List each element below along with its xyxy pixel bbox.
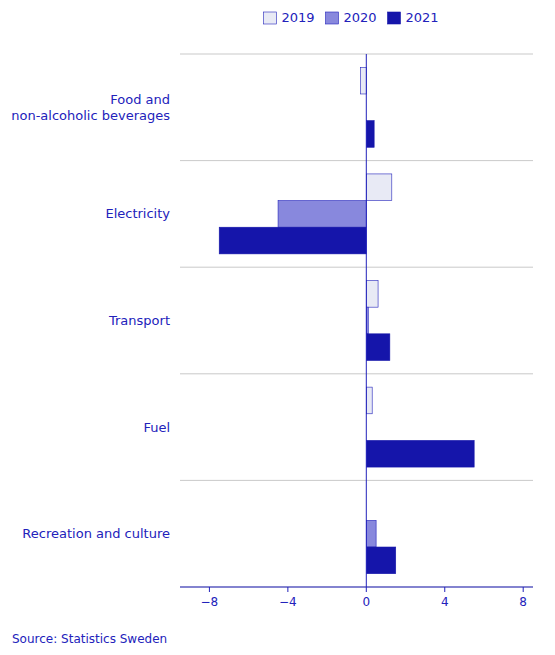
category-label: Transport (108, 313, 170, 328)
x-axis-line (180, 587, 533, 588)
legend-label: 2020 (344, 10, 377, 25)
category-label-line: Electricity (105, 206, 170, 221)
x-tick (287, 587, 288, 592)
group-separator (180, 267, 533, 268)
x-tick-label: 8 (519, 595, 527, 609)
bar (366, 440, 474, 467)
x-tick-label: −4 (279, 595, 297, 609)
x-tick (444, 587, 445, 592)
bar (366, 520, 376, 547)
bar (366, 174, 391, 201)
category-label-line: Food and (110, 92, 170, 107)
bar (219, 227, 366, 254)
bar (366, 121, 374, 148)
group-separator (180, 480, 533, 481)
zero-line (366, 54, 367, 587)
category-label-line: Transport (108, 313, 170, 328)
group-separator (180, 587, 533, 588)
x-tick (209, 587, 210, 592)
x-tick (366, 587, 367, 592)
bars (219, 67, 474, 573)
group-separator (180, 160, 533, 161)
category-label: Fuel (143, 420, 170, 435)
chart: −8 −4 0 4 8 Food andnon-alcoholic beverages El… (0, 0, 555, 655)
legend-swatch (264, 12, 277, 24)
bar (366, 547, 395, 574)
bar (360, 67, 366, 94)
legend-swatch (388, 12, 401, 24)
bar (278, 201, 366, 228)
x-tick-label: 4 (441, 595, 449, 609)
category-label: Recreation and culture (22, 526, 170, 541)
source-note: Source: Statistics Sweden (12, 632, 167, 646)
category-label: Electricity (105, 206, 170, 221)
legend: 2019 2020 2021 (264, 10, 439, 25)
category-label: Food andnon-alcoholic beverages (11, 92, 170, 123)
legend-label: 2019 (282, 10, 315, 25)
category-label-line: non-alcoholic beverages (11, 108, 170, 123)
x-tick (523, 587, 524, 592)
legend-swatch (326, 12, 339, 24)
bar (366, 334, 390, 361)
bar (366, 281, 378, 308)
category-label-line: Recreation and culture (22, 526, 170, 541)
group-separator (180, 54, 533, 55)
legend-label: 2021 (406, 10, 439, 25)
bar (366, 387, 372, 414)
x-tick-label: −8 (201, 595, 219, 609)
group-separator (180, 373, 533, 374)
x-tick-label: 0 (362, 595, 370, 609)
category-label-line: Fuel (143, 420, 170, 435)
